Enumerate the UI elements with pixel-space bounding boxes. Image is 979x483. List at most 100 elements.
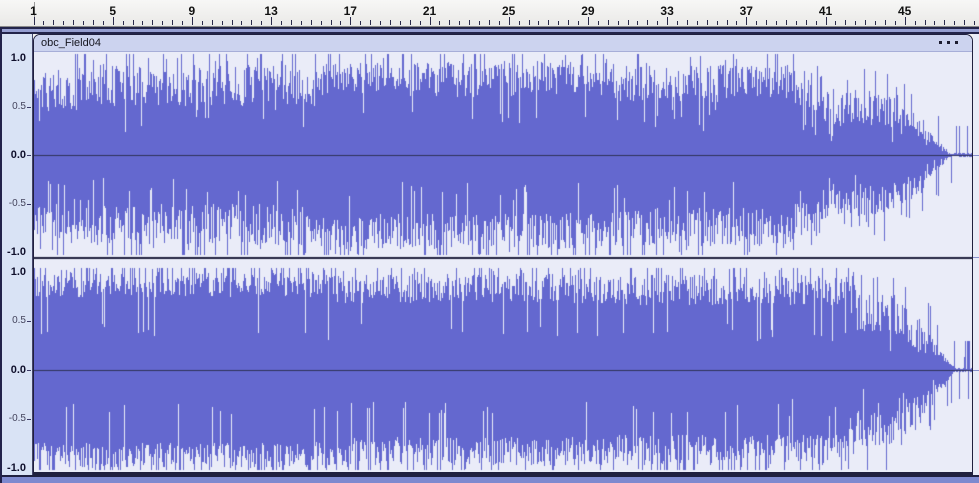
timeline-tick [182,21,183,25]
timeline-tick [805,20,807,25]
timeline-label: 25 [502,4,516,18]
timeline-tick [211,20,213,25]
timeline-tick [607,20,609,25]
timeline-tick [191,17,193,25]
timeline-tick [172,20,174,25]
timeline-tick [152,20,154,25]
timeline-label: 17 [343,4,357,18]
scale-label: 0.0 [10,149,26,161]
timeline-tick [528,20,530,25]
timeline-tick [677,21,678,25]
timeline-tick [350,17,352,25]
timeline-tick [439,21,441,25]
scale-tick [27,419,31,420]
audio-clip[interactable]: obc_Field04 [33,34,973,475]
timeline-ruler[interactable]: 1 5 9 13 17 21 25 29 33 37 41 45 [0,0,979,27]
timeline-tick [627,20,629,25]
timeline-tick [835,21,837,25]
clip-header[interactable]: obc_Field04 [34,35,972,52]
timeline-label: 21 [422,4,437,18]
scale-tick [27,370,31,371]
timeline-tick [221,21,223,25]
scale-label: 0.5 [12,100,26,112]
waveform-canvas[interactable] [34,52,972,472]
scale-label: -1.0 [7,246,26,258]
timeline-tick [756,21,758,25]
timeline-tick [271,17,273,25]
timeline-tick [261,21,263,25]
timeline-label: 5 [109,4,117,18]
timeline-tick [538,21,540,25]
timeline-tick [587,17,589,25]
timeline-tick [954,21,956,25]
timeline-tick [102,21,104,25]
timeline-tick [498,21,500,25]
timeline-tick [310,20,312,25]
scale-tick [27,155,31,156]
timeline-label: 33 [660,4,674,18]
timeline-tick [647,20,649,25]
clip-title: obc_Field04 [41,37,101,49]
timeline-origin-line [33,2,35,25]
timeline-tick [657,21,659,25]
timeline-tick [320,21,322,25]
scale-tick [27,321,31,322]
timeline-tick [162,21,164,25]
timeline-tick [63,21,65,25]
timeline-tick [73,20,75,25]
timeline-tick [904,17,906,25]
zero-line-continuation [973,155,979,156]
timeline-tick [696,21,698,25]
workspace-strip-top [0,27,979,34]
timeline-tick [875,21,876,25]
timeline-tick [340,21,342,25]
timeline-tick [825,17,827,25]
timeline-tick [429,17,431,25]
timeline-tick [479,21,480,25]
timeline-label: 1 [30,4,37,18]
timeline-tick [578,21,579,25]
timeline-tick [389,20,391,25]
timeline-tick [300,21,302,25]
timeline-tick [637,21,639,25]
timeline-tick [795,21,797,25]
timeline-tick [686,20,688,25]
overflow-menu-icon[interactable] [939,41,958,44]
timeline-tick [785,20,787,25]
timeline-tick [934,21,936,25]
scale-label: 1.0 [10,266,26,278]
timeline-tick [122,21,124,25]
track-area-after-clip [973,34,979,475]
timeline-tick [964,20,966,25]
timeline-tick [43,21,45,25]
timeline-tick [865,20,867,25]
timeline-label: 13 [264,4,278,18]
timeline-tick [706,20,708,25]
timeline-tick [568,20,570,25]
workspace-strip-bottom [0,475,979,483]
timeline-tick [488,20,490,25]
timeline-label: 37 [739,4,753,18]
vertical-ruler[interactable]: 1.0 0.5 0.0 -0.5 -1.0 1.0 0.5 0.0 -0.5 -1.0 [2,34,33,475]
timeline-tick [112,17,114,25]
scale-label: 0.0 [10,364,26,376]
timeline-tick [459,21,461,25]
scale-tick [27,106,31,108]
scale-label: 0.5 [12,315,26,326]
timeline-tick [290,20,292,25]
window-left-edge [0,27,2,483]
timeline-tick [83,21,84,25]
timeline-tick [419,21,421,25]
timeline-tick [736,21,738,25]
scale-label: -0.5 [8,413,26,424]
timeline-tick [944,20,946,25]
timeline-tick [894,21,896,25]
timeline-tick [281,21,282,25]
timeline-tick [815,21,817,25]
scale-label: 1.0 [10,52,26,64]
timeline-tick [766,20,768,25]
timeline-tick [548,20,550,25]
timeline-label: 41 [818,4,833,18]
scale-label: -0.5 [8,197,26,209]
